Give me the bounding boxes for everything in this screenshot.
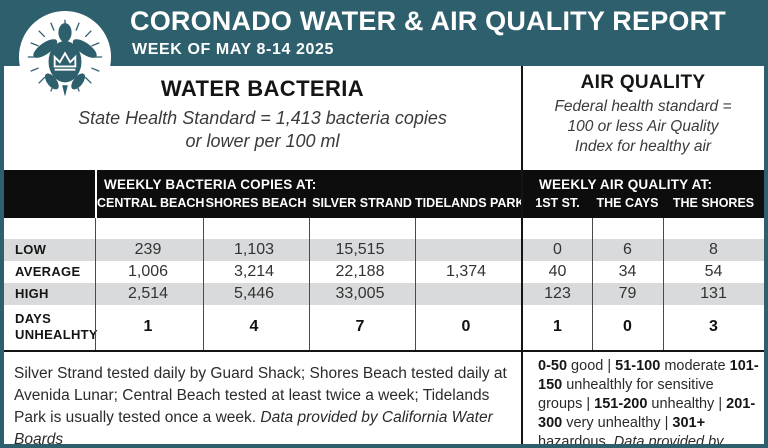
cell: 54 (704, 263, 723, 280)
cell: 1,103 (233, 241, 275, 258)
water-footnote: Silver Strand tested daily by Guard Shac… (14, 363, 516, 448)
air-standard-line3: Index for healthy air (574, 138, 712, 155)
air-table-header: WEEKLY AIR QUALITY AT: 1ST ST. THE CAYS … (523, 170, 764, 218)
aqi-label: very unhealthy | (562, 415, 673, 431)
aqi-range: 201-300 (538, 396, 756, 431)
table-row-high: HIGH 2,514 5,446 33,005 123 79 131 (4, 283, 764, 305)
water-standard-panel: WATER BACTERIA State Health Standard = 1… (4, 76, 521, 153)
aqi-range: 101-150 (538, 358, 759, 393)
report-title: CORONADO WATER & AIR QUALITY REPORT (130, 6, 727, 36)
cell: 1,374 (445, 263, 487, 280)
aqi-label: moderate (660, 358, 730, 374)
cell: 5,446 (233, 285, 275, 302)
footer-separator (4, 350, 764, 352)
row-label: AVERAGE (15, 264, 81, 279)
air-standard-line2: 100 or less Air Quality (567, 118, 719, 135)
cell: 79 (618, 285, 637, 302)
cell: 40 (548, 263, 567, 280)
column-header-central-beach: CENTRAL BEACH (97, 196, 205, 210)
aqi-range: 0-50 (538, 358, 568, 374)
cell: 2,514 (127, 285, 169, 302)
cell: 0 (623, 318, 632, 335)
cell: 1 (553, 318, 562, 335)
air-section-title: AIR QUALITY (580, 72, 706, 93)
column-header-the-cays: THE CAYS (596, 196, 659, 210)
water-table-header: WEEKLY BACTERIA COPIES AT: CENTRAL BEACH… (97, 170, 525, 218)
cell: 33,005 (335, 285, 385, 302)
air-standard-panel: AIR QUALITY Federal health standard = 10… (525, 72, 761, 157)
air-standard-line1: Federal health standard = (554, 98, 732, 115)
spacer-row (4, 218, 764, 239)
row-label: DAYS UNHEALHTY (15, 311, 98, 342)
water-standard-line2: or lower per 100 ml (185, 131, 340, 151)
water-data-source: Data provided by California Water Boards (14, 409, 493, 448)
aqi-label: unhealthly for sensitive groups | (538, 377, 714, 412)
row-label: LOW (15, 242, 47, 257)
table-corner-block (4, 170, 95, 218)
grid-line (309, 218, 310, 350)
table-body: LOW 239 1,103 15,515 0 6 8 AVERAGE 1,006… (4, 218, 764, 349)
aqi-range: 151-200 (594, 396, 648, 412)
cell: 239 (134, 241, 162, 258)
aqi-range: 51-100 (615, 358, 661, 374)
report-week: WEEK OF MAY 8-14 2025 (132, 41, 335, 58)
column-header-1st-st: 1ST ST. (535, 196, 580, 210)
air-group-header: WEEKLY AIR QUALITY AT: (539, 177, 713, 192)
cell: 0 (461, 318, 471, 335)
water-group-header: WEEKLY BACTERIA COPIES AT: (104, 177, 317, 192)
turtle-crown-logo-icon (18, 10, 112, 104)
cell (413, 239, 519, 261)
cell: 7 (355, 318, 365, 335)
cell: 131 (700, 285, 727, 302)
cell: 6 (623, 241, 632, 258)
water-section-title: WATER BACTERIA (160, 76, 365, 101)
column-header-silver-strand: SILVER STRAND (312, 196, 412, 210)
column-header-shores-beach: SHORES BEACH (205, 196, 307, 210)
cell: 1,006 (127, 263, 169, 280)
cell (413, 283, 519, 305)
cell: 34 (618, 263, 637, 280)
water-standard-line1: State Health Standard = 1,413 bacteria c… (78, 108, 447, 128)
grid-line (663, 218, 664, 350)
cell: 4 (249, 318, 259, 335)
grid-line (203, 218, 204, 350)
row-label: HIGH (15, 286, 49, 301)
header-band: CORONADO WATER & AIR QUALITY REPORT WEEK… (0, 0, 768, 66)
table-row-low: LOW 239 1,103 15,515 0 6 8 (4, 239, 764, 261)
table-row-days-unhealthy: DAYS UNHEALHTY 1 4 7 0 1 0 3 (4, 305, 764, 349)
grid-line (95, 218, 96, 350)
grid-line (415, 218, 416, 350)
air-scale-footnote: 0-50 good | 51-100 moderate 101-150 unhe… (538, 357, 759, 448)
cell: 8 (709, 241, 718, 258)
section-divider (521, 66, 523, 444)
cell: 123 (544, 285, 571, 302)
column-header-the-shores: THE SHORES (672, 196, 755, 210)
aqi-label: good | (567, 358, 616, 374)
water-footnote-text: Silver Strand tested daily by Guard Shac… (14, 365, 507, 426)
column-header-tidelands-park: TIDELANDS PARK (415, 196, 525, 210)
aqi-label: unhealthy | (647, 396, 727, 412)
aqi-range: 301+ (672, 415, 706, 431)
cell: 3,214 (233, 263, 275, 280)
cell: 15,515 (335, 241, 385, 258)
cell: 0 (553, 241, 562, 258)
table-row-average: AVERAGE 1,006 3,214 22,188 1,374 40 34 5… (4, 261, 764, 283)
grid-line (592, 218, 593, 350)
aqi-label: hazardous. (538, 434, 614, 448)
cell: 1 (143, 318, 153, 335)
cell: 3 (709, 318, 718, 335)
cell: 22,188 (335, 263, 385, 280)
